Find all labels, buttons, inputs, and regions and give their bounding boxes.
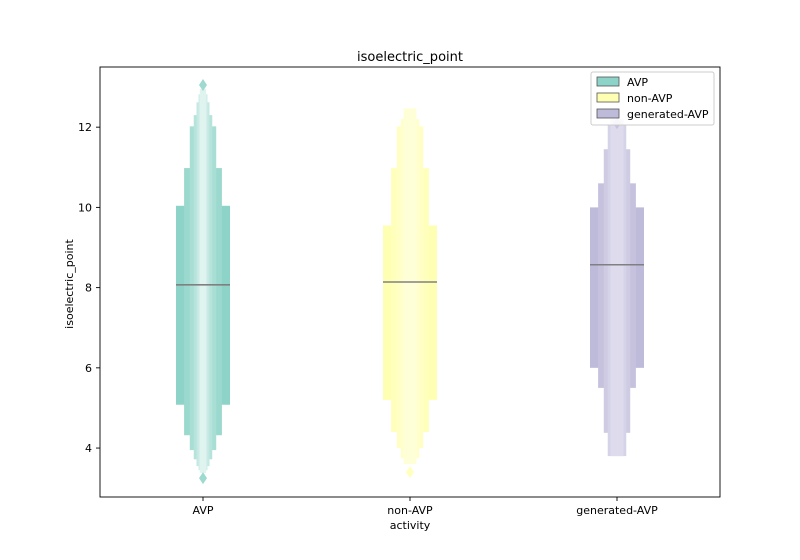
outlier-point [199,472,207,485]
plot-marks [176,79,644,485]
x-tick-label: non-AVP [387,504,433,517]
box-level-non-avp [403,108,417,465]
legend: AVP non-AVP generated-AVP [590,71,715,126]
y-tick-label: 8 [85,282,92,295]
box-level-generated-avp [610,119,624,457]
outlier-point [199,79,207,92]
legend-label: generated-AVP [627,108,709,121]
legend-frame [590,71,715,126]
box-level-avp [199,89,207,473]
legend-swatch [596,108,620,119]
y-axis-label: isoelectric_point [63,238,76,328]
x-tick-label: generated-AVP [576,504,658,517]
axes: 4 6 8 10 12 AVP non-AVP generated-AVP [78,121,658,517]
chart-title: isoelectric_point [357,50,463,65]
y-tick-label: 12 [78,121,92,134]
x-tick-label: AVP [193,504,214,517]
x-axis-label: activity [390,519,431,532]
legend-swatch [596,92,620,103]
legend-label: AVP [627,76,648,89]
outlier-point [406,466,414,479]
y-tick-label: 4 [85,442,92,455]
y-tick-label: 10 [78,201,92,214]
legend-swatch [596,76,620,87]
y-tick-label: 6 [85,362,92,375]
legend-label: non-AVP [627,92,673,105]
